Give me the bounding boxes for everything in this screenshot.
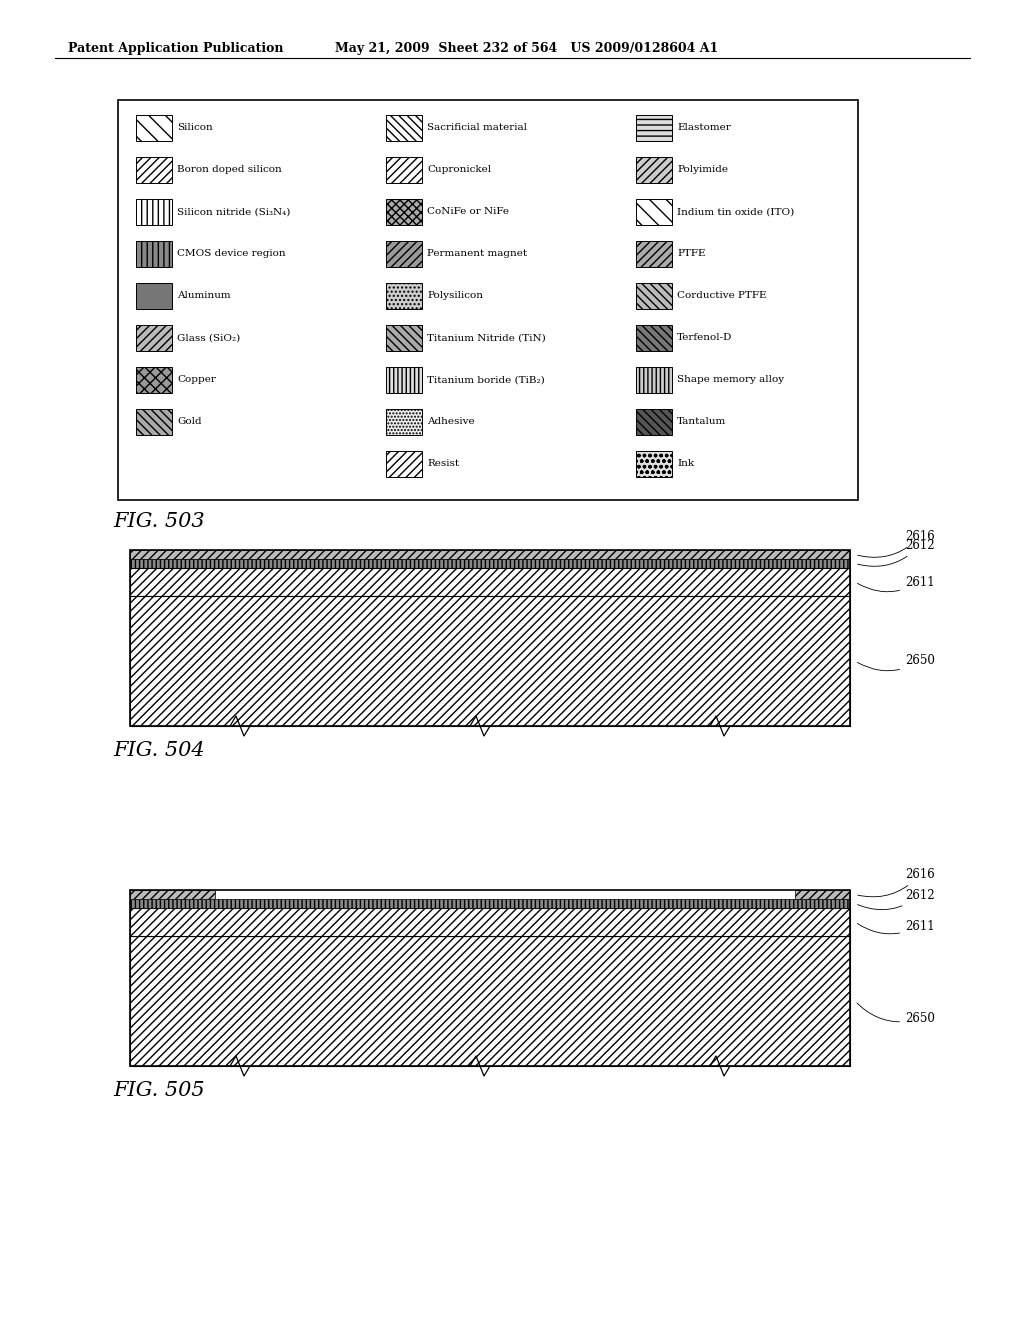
Text: May 21, 2009  Sheet 232 of 564   US 2009/0128604 A1: May 21, 2009 Sheet 232 of 564 US 2009/01… [335,42,718,55]
Text: Indium tin oxide (ITO): Indium tin oxide (ITO) [677,207,795,216]
Text: Polyimide: Polyimide [677,165,728,174]
Bar [130,908,850,936]
Bar [130,568,850,597]
Text: Sacrificial material: Sacrificial material [427,124,527,132]
Bar [636,157,672,183]
Text: Aluminum: Aluminum [177,292,230,301]
Text: Adhesive: Adhesive [427,417,475,426]
Text: CoNiFe or NiFe: CoNiFe or NiFe [427,207,509,216]
Bar [130,550,850,558]
Text: Corductive PTFE: Corductive PTFE [677,292,767,301]
Text: Patent Application Publication: Patent Application Publication [68,42,284,55]
Text: Shape memory alloy: Shape memory alloy [677,375,784,384]
Text: 2616: 2616 [858,531,935,557]
Text: Elastomer: Elastomer [677,124,731,132]
Text: Resist: Resist [427,459,459,469]
Text: Permanent magnet: Permanent magnet [427,249,527,259]
Bar [386,282,422,309]
Text: Polysilicon: Polysilicon [427,292,483,301]
Bar [636,282,672,309]
Bar [136,325,172,351]
Text: FIG. 503: FIG. 503 [113,512,205,531]
Text: 2612: 2612 [857,888,935,909]
Bar [130,899,850,908]
Text: 2612: 2612 [858,539,935,566]
Bar [130,558,850,568]
Bar [386,409,422,436]
Text: FIG. 505: FIG. 505 [113,1081,205,1100]
Bar [136,409,172,436]
Text: Ink: Ink [677,459,694,469]
Bar [386,242,422,267]
Bar [636,115,672,141]
Bar [386,451,422,477]
Text: Copper: Copper [177,375,216,384]
Text: Silicon: Silicon [177,124,213,132]
Bar [386,157,422,183]
Bar [636,409,672,436]
Bar [636,199,672,224]
Bar [136,242,172,267]
Text: Titanium boride (TiB₂): Titanium boride (TiB₂) [427,375,545,384]
Bar [136,367,172,393]
Text: Terfenol-D: Terfenol-D [677,334,732,342]
Bar [636,451,672,477]
Bar [636,325,672,351]
Bar [136,199,172,224]
Text: Tantalum: Tantalum [677,417,726,426]
Bar [386,325,422,351]
Bar [795,890,850,899]
Bar [130,890,215,899]
Text: 2650: 2650 [857,1003,935,1026]
Text: CMOS device region: CMOS device region [177,249,286,259]
Text: PTFE: PTFE [677,249,706,259]
Bar [386,115,422,141]
Bar [130,936,850,1067]
Text: 2611: 2611 [857,920,935,933]
Text: Boron doped silicon: Boron doped silicon [177,165,282,174]
Text: 2611: 2611 [857,576,935,591]
Bar [118,100,858,500]
Bar [636,242,672,267]
Bar [136,282,172,309]
Text: Silicon nitride (Si₃N₄): Silicon nitride (Si₃N₄) [177,207,291,216]
Bar [130,597,850,726]
Bar [136,115,172,141]
Bar [636,367,672,393]
Bar [130,550,850,726]
Text: FIG. 504: FIG. 504 [113,741,205,760]
Text: 2650: 2650 [857,655,935,671]
Text: Titanium Nitride (TiN): Titanium Nitride (TiN) [427,334,546,342]
Bar [386,367,422,393]
Bar [136,157,172,183]
Text: Cupronickel: Cupronickel [427,165,492,174]
Text: 2616: 2616 [858,869,935,896]
Text: Glass (SiO₂): Glass (SiO₂) [177,334,241,342]
Text: Gold: Gold [177,417,202,426]
Bar [386,199,422,224]
Bar [130,890,850,1067]
